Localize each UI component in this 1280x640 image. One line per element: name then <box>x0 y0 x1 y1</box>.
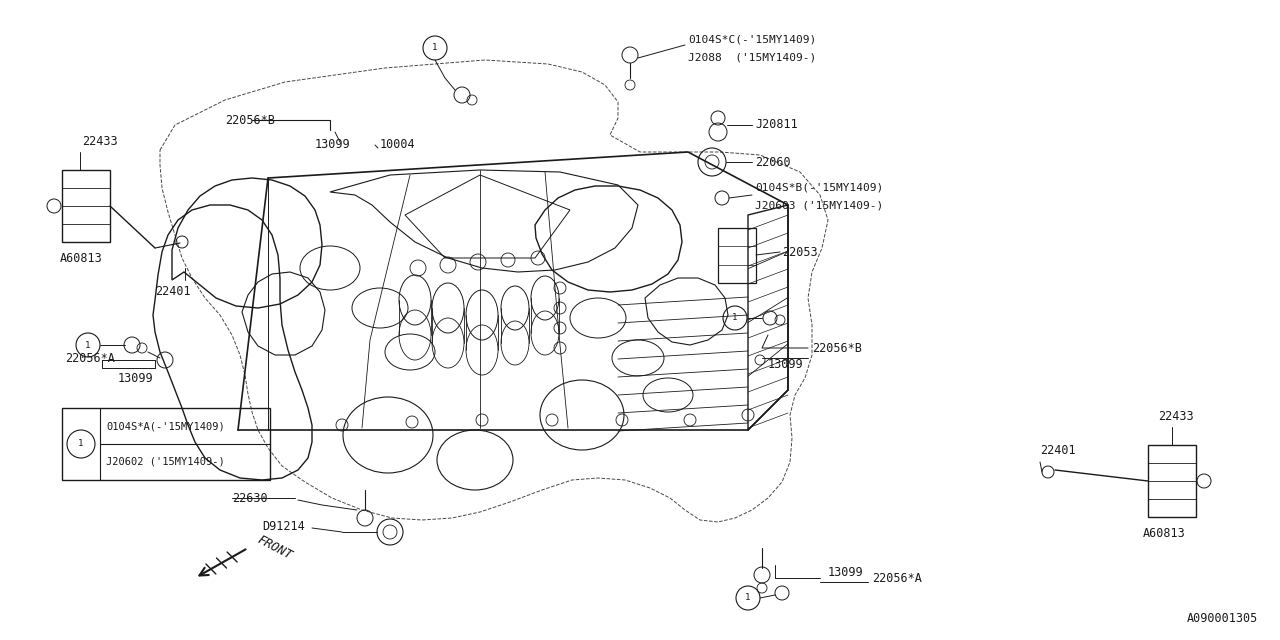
Text: 10004: 10004 <box>380 138 416 152</box>
Text: 22060: 22060 <box>755 156 791 168</box>
Text: 22630: 22630 <box>232 492 268 504</box>
Text: 0104S*C(-'15MY1409): 0104S*C(-'15MY1409) <box>689 35 817 45</box>
Text: A090001305: A090001305 <box>1187 612 1258 625</box>
Bar <box>61 170 110 242</box>
Text: 1: 1 <box>86 340 91 349</box>
Text: A60813: A60813 <box>60 252 102 265</box>
Text: J2088  ('15MY1409-): J2088 ('15MY1409-) <box>689 53 817 63</box>
Text: 22056*A: 22056*A <box>872 572 922 584</box>
Text: 13099: 13099 <box>315 138 351 152</box>
Bar <box>61 408 270 480</box>
Text: 0104S*B(-'15MY1409): 0104S*B(-'15MY1409) <box>755 183 883 193</box>
Text: J20602 ('15MY1409-): J20602 ('15MY1409-) <box>106 456 225 467</box>
Text: 1: 1 <box>78 440 83 449</box>
Text: J20811: J20811 <box>755 118 797 131</box>
Text: 22053: 22053 <box>782 246 818 259</box>
Bar <box>1148 445 1196 517</box>
Text: FRONT: FRONT <box>255 534 294 563</box>
Text: 13099: 13099 <box>768 358 804 371</box>
Text: 22056*B: 22056*B <box>812 342 861 355</box>
Text: 1: 1 <box>745 593 750 602</box>
Text: 22401: 22401 <box>155 285 191 298</box>
Text: 22056*A: 22056*A <box>65 351 115 365</box>
Text: 0104S*A(-'15MY1409): 0104S*A(-'15MY1409) <box>106 422 225 432</box>
Text: 22433: 22433 <box>1158 410 1194 423</box>
Text: A60813: A60813 <box>1143 527 1185 540</box>
Text: 13099: 13099 <box>828 566 864 579</box>
Text: D91214: D91214 <box>262 520 305 532</box>
Text: 22433: 22433 <box>82 135 118 148</box>
Text: 13099: 13099 <box>118 372 154 385</box>
Text: J20603 ('15MY1409-): J20603 ('15MY1409-) <box>755 200 883 210</box>
Text: 1: 1 <box>433 44 438 52</box>
Text: 22401: 22401 <box>1039 444 1075 456</box>
Bar <box>718 228 756 283</box>
Text: 1: 1 <box>732 314 737 323</box>
Text: 22056*B: 22056*B <box>225 113 275 127</box>
